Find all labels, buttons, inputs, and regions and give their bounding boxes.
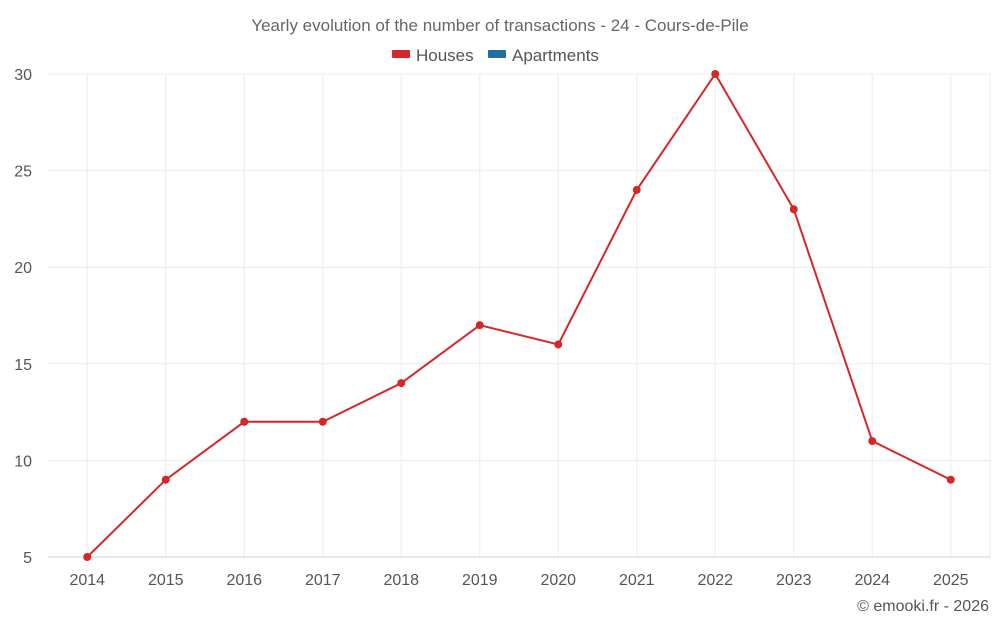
data-point[interactable] xyxy=(711,70,720,78)
x-tick-label: 2017 xyxy=(305,572,341,589)
data-point[interactable] xyxy=(475,321,484,330)
data-point[interactable] xyxy=(240,417,249,426)
chart-title: Yearly evolution of the number of transa… xyxy=(251,16,748,35)
data-point[interactable] xyxy=(789,205,798,214)
x-axis: 2014 2015 2016 2017 2018 2019 2020 2021 2022 2023… xyxy=(48,556,990,589)
x-tick-label: 2021 xyxy=(619,572,655,589)
series-line-houses[interactable] xyxy=(86,72,952,558)
data-point[interactable] xyxy=(554,340,563,349)
x-tick-label: 2025 xyxy=(933,572,969,589)
y-tick-label: 15 xyxy=(14,357,32,374)
y-tick-label: 10 xyxy=(14,453,32,470)
y-axis: 5 10 15 20 25 30 xyxy=(14,67,32,567)
credit[interactable]: © emooki.fr - 2026 xyxy=(857,598,989,615)
x-tick-label: 2018 xyxy=(383,572,419,589)
x-tick-label: 2022 xyxy=(697,572,733,589)
x-tick-label: 2024 xyxy=(854,572,890,589)
y-tick-label: 5 xyxy=(23,550,32,567)
y-tick-label: 30 xyxy=(14,67,32,84)
x-tick-label: 2023 xyxy=(776,572,812,589)
legend-label-houses[interactable]: Houses xyxy=(416,46,474,65)
y-tick-label: 20 xyxy=(14,260,32,277)
data-point[interactable] xyxy=(318,417,327,426)
data-point[interactable] xyxy=(632,185,641,194)
data-point[interactable] xyxy=(83,553,92,561)
x-tick-label: 2020 xyxy=(540,572,576,589)
data-point[interactable] xyxy=(946,475,955,484)
x-tick-label: 2016 xyxy=(226,572,262,589)
legend-label-apartments[interactable]: Apartments xyxy=(512,46,599,65)
x-tick-label: 2019 xyxy=(462,572,498,589)
x-tick-label: 2014 xyxy=(69,572,105,589)
data-point[interactable] xyxy=(397,379,406,388)
data-point[interactable] xyxy=(161,475,170,484)
y-tick-label: 25 xyxy=(14,164,32,181)
grid xyxy=(48,73,991,558)
series xyxy=(83,70,955,561)
data-point[interactable] xyxy=(868,437,877,446)
x-tick-label: 2015 xyxy=(148,572,184,589)
legend[interactable]: Houses Apartments xyxy=(392,46,599,65)
legend-swatch-apartments[interactable] xyxy=(488,50,506,58)
legend-swatch-houses[interactable] xyxy=(392,50,410,58)
